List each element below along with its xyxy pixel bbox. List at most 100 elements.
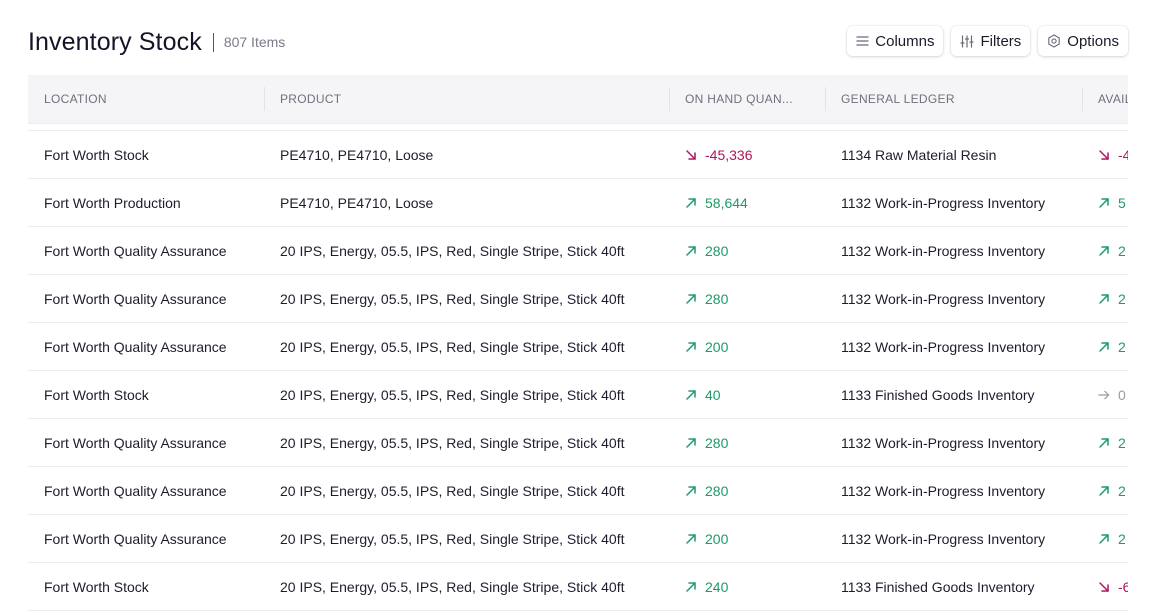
- title-divider: [212, 32, 214, 52]
- arrow-up-right-icon: [685, 533, 697, 545]
- cell-available: 2: [1082, 227, 1128, 274]
- cell-general-ledger: 1134 Raw Material Resin: [841, 146, 997, 163]
- columns-button-label: Columns: [875, 32, 935, 50]
- filters-button-label: Filters: [980, 32, 1022, 50]
- table-row[interactable]: Fort Worth Quality Assurance 20 IPS, Ener…: [28, 323, 1128, 371]
- table-row[interactable]: Fort Worth Production PE4710, PE4710, Loo…: [28, 179, 1128, 227]
- table-row[interactable]: Fort Worth Quality Assurance 20 IPS, Ener…: [28, 467, 1128, 515]
- arrow-up-right-icon: [685, 341, 697, 353]
- inventory-table: LOCATION PRODUCT ON HAND QUAN... GENERAL…: [28, 75, 1128, 615]
- arrow-up-right-icon: [1098, 197, 1110, 209]
- quantity-value: 240: [705, 578, 729, 595]
- cell-general-ledger: 1132 Work-in-Progress Inventory: [841, 242, 1046, 259]
- arrow-up-right-icon: [1098, 293, 1110, 305]
- cell-location: Fort Worth Quality Assurance: [44, 242, 227, 259]
- cell-location: Fort Worth Quality Assurance: [44, 338, 227, 355]
- cell-on-hand-quantity: 200: [669, 515, 825, 562]
- cell-available: 5: [1082, 179, 1128, 226]
- options-button[interactable]: Options: [1038, 26, 1128, 56]
- table-row[interactable]: Fort Worth Quality Assurance 20 IPS, Ener…: [28, 227, 1128, 275]
- cell-on-hand-quantity: 200: [669, 323, 825, 370]
- available-value: 2: [1118, 482, 1126, 499]
- cell-location: Fort Worth Stock: [44, 386, 149, 403]
- cell-product: 20 IPS, Energy, 05.5, IPS, Red, Single S…: [280, 434, 625, 451]
- arrow-up-right-icon: [1098, 341, 1110, 353]
- cell-on-hand-quantity: 240: [669, 563, 825, 610]
- cell-product: 20 IPS, Energy, 05.5, IPS, Red, Single S…: [280, 242, 625, 259]
- cell-product: 20 IPS, Energy, 05.5, IPS, Red, Single S…: [280, 482, 625, 499]
- cell-product: PE4710, PE4710, Loose: [280, 146, 434, 163]
- cell-general-ledger: 1132 Work-in-Progress Inventory: [841, 338, 1046, 355]
- cell-on-hand-quantity: 280: [669, 467, 825, 514]
- cell-product: 20 IPS, Energy, 05.5, IPS, Red, Single S…: [280, 290, 625, 307]
- cell-product: 20 IPS, Energy, 05.5, IPS, Red, Single S…: [280, 338, 625, 355]
- arrow-up-right-icon: [685, 197, 697, 209]
- column-header-product[interactable]: PRODUCT: [264, 75, 669, 123]
- arrow-up-right-icon: [685, 293, 697, 305]
- cell-product: 20 IPS, Energy, 05.5, IPS, Red, Single S…: [280, 530, 625, 547]
- cell-available: 2: [1082, 275, 1128, 322]
- cell-on-hand-quantity: 280: [669, 419, 825, 466]
- cell-on-hand-quantity: 58,644: [669, 179, 825, 226]
- sliders-icon: [960, 34, 975, 48]
- table-row[interactable]: Fort Worth Quality Assurance 20 IPS, Ener…: [28, 275, 1128, 323]
- cell-location: Fort Worth Quality Assurance: [44, 482, 227, 499]
- arrow-up-right-icon: [1098, 533, 1110, 545]
- available-value: 2: [1118, 530, 1126, 547]
- available-value: -4: [1118, 146, 1128, 163]
- available-value: 2: [1118, 338, 1126, 355]
- cell-general-ledger: 1132 Work-in-Progress Inventory: [841, 434, 1046, 451]
- arrow-up-right-icon: [685, 485, 697, 497]
- available-value: 2: [1118, 290, 1126, 307]
- available-value: 2: [1118, 242, 1126, 259]
- quantity-value: 58,644: [705, 194, 748, 211]
- cell-on-hand-quantity: 280: [669, 275, 825, 322]
- arrow-up-right-icon: [1098, 245, 1110, 257]
- cell-location: Fort Worth Quality Assurance: [44, 530, 227, 547]
- cell-location: Fort Worth Quality Assurance: [44, 434, 227, 451]
- quantity-value: 280: [705, 242, 729, 259]
- table-row[interactable]: Fort Worth Quality Assurance 20 IPS, Ener…: [28, 419, 1128, 467]
- cell-product: 20 IPS, Energy, 05.5, IPS, Red, Single S…: [280, 386, 625, 403]
- available-value: 5: [1118, 194, 1126, 211]
- available-value: -6: [1118, 578, 1128, 595]
- cell-available: 2: [1082, 323, 1128, 370]
- arrow-up-right-icon: [1098, 485, 1110, 497]
- table-row[interactable]: Fort Worth Stock PE4710, PE4710, Loose -45…: [28, 131, 1128, 179]
- column-header-general-ledger[interactable]: GENERAL LEDGER: [825, 75, 1082, 123]
- cell-available: -4: [1082, 131, 1128, 178]
- table-header: LOCATION PRODUCT ON HAND QUAN... GENERAL…: [28, 75, 1128, 124]
- columns-button[interactable]: Columns: [847, 26, 944, 56]
- available-value: 2: [1118, 434, 1126, 451]
- cell-product: 20 IPS, Energy, 05.5, IPS, Red, Single S…: [280, 578, 625, 595]
- available-value: 0: [1118, 386, 1126, 403]
- arrow-up-right-icon: [685, 437, 697, 449]
- column-header-available[interactable]: AVAIL: [1082, 75, 1128, 123]
- quantity-value: 280: [705, 434, 729, 451]
- arrow-down-right-icon: [1098, 581, 1110, 593]
- quantity-value: -45,336: [705, 146, 753, 163]
- column-header-on-hand-quantity[interactable]: ON HAND QUAN...: [669, 75, 825, 123]
- table-row[interactable]: Fort Worth Stock 20 IPS, Energy, 05.5, IP…: [28, 371, 1128, 419]
- hexagon-gear-icon: [1047, 34, 1061, 48]
- quantity-value: 280: [705, 482, 729, 499]
- arrow-up-right-icon: [685, 389, 697, 401]
- filters-button[interactable]: Filters: [951, 26, 1031, 56]
- cell-product: PE4710, PE4710, Loose: [280, 194, 434, 211]
- arrow-right-icon: [1098, 389, 1110, 401]
- cell-available: 2: [1082, 419, 1128, 466]
- column-header-location[interactable]: LOCATION: [44, 92, 107, 106]
- table-body: Fort Worth Stock PE4710, PE4710, Loose -45…: [28, 130, 1128, 611]
- arrow-down-right-icon: [1098, 149, 1110, 161]
- arrow-up-right-icon: [1098, 437, 1110, 449]
- cell-available: 2: [1082, 467, 1128, 514]
- table-row[interactable]: Fort Worth Quality Assurance 20 IPS, Ener…: [28, 515, 1128, 563]
- cell-general-ledger: 1132 Work-in-Progress Inventory: [841, 290, 1046, 307]
- cell-location: Fort Worth Quality Assurance: [44, 290, 227, 307]
- cell-on-hand-quantity: 40: [669, 371, 825, 418]
- table-row[interactable]: Fort Worth Stock 20 IPS, Energy, 05.5, IP…: [28, 563, 1128, 611]
- list-lines-icon: [856, 35, 869, 47]
- cell-on-hand-quantity: 280: [669, 227, 825, 274]
- page-title: Inventory Stock: [28, 27, 202, 56]
